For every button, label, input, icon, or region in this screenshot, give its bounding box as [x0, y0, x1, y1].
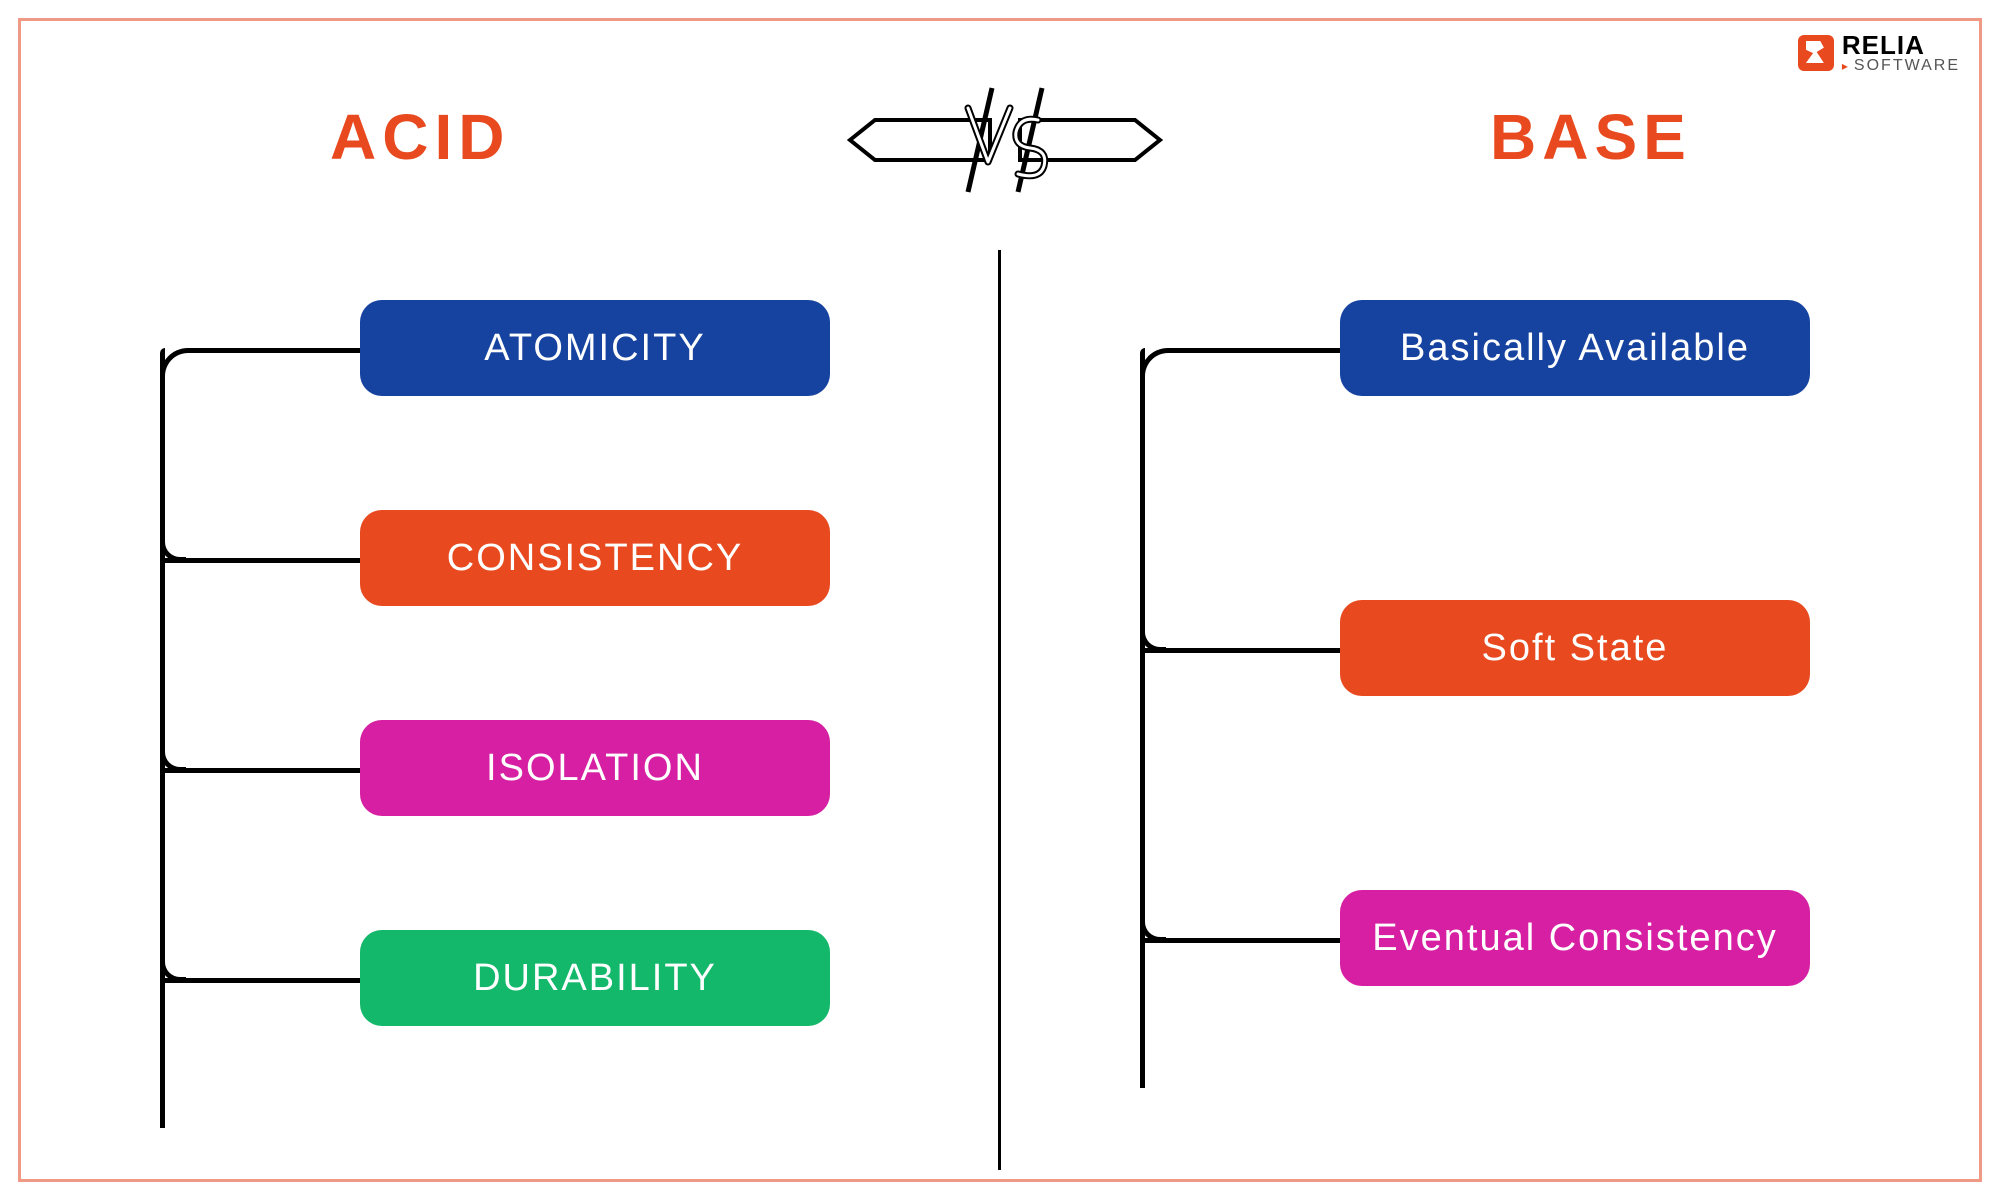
base-pill: Soft State	[1340, 600, 1810, 696]
base-tree: Basically Available Soft State Eventual Co…	[1140, 300, 1900, 1140]
acid-pill: DURABILITY	[360, 930, 830, 1026]
logo-text: RELIA SOFTWARE	[1842, 32, 1960, 74]
base-pill: Eventual Consistency	[1340, 890, 1810, 986]
acid-top-arc	[160, 348, 360, 388]
acid-branch	[162, 558, 360, 563]
heading-base: BASE	[1490, 100, 1692, 174]
acid-pill: ATOMICITY	[360, 300, 830, 396]
center-divider	[998, 250, 1001, 1170]
base-pill: Basically Available	[1340, 300, 1810, 396]
logo-line1: RELIA	[1842, 32, 1960, 58]
base-branch	[1142, 938, 1340, 943]
base-branch	[1142, 648, 1340, 653]
acid-tree: ATOMICITY CONSISTENCY ISOLATION DURABILITY	[160, 300, 920, 1140]
acid-branch	[162, 768, 360, 773]
logo-line2: SOFTWARE	[1842, 58, 1960, 74]
acid-branch	[162, 978, 360, 983]
vs-badge	[820, 80, 1190, 200]
logo: RELIA SOFTWARE	[1798, 32, 1960, 74]
heading-acid: ACID	[330, 100, 510, 174]
base-trunk	[1140, 348, 1145, 1088]
base-top-arc	[1140, 348, 1340, 388]
acid-pill: CONSISTENCY	[360, 510, 830, 606]
acid-pill: ISOLATION	[360, 720, 830, 816]
logo-mark-icon	[1798, 35, 1834, 71]
acid-trunk	[160, 348, 165, 1128]
